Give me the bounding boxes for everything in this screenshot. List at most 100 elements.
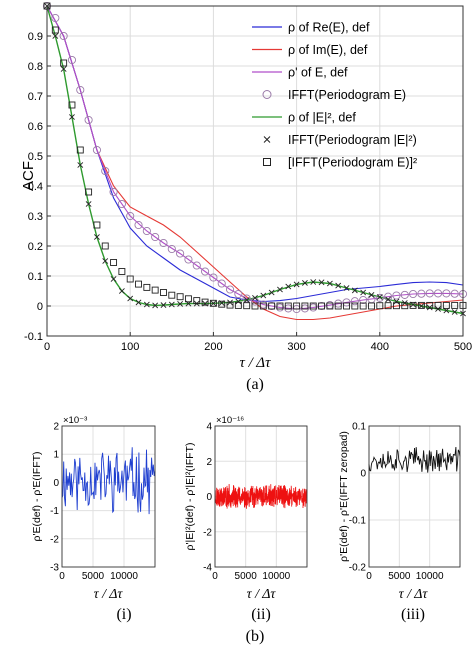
data-point-square xyxy=(334,302,342,310)
data-point-cross xyxy=(268,289,275,296)
panel-label-a: (a) xyxy=(246,376,264,393)
data-point-square xyxy=(251,302,259,310)
data-point-circle xyxy=(309,303,318,312)
data-point-cross xyxy=(202,300,208,307)
data-point-square xyxy=(442,301,450,309)
sub-y-axis-label: ρ'E(def) - ρ'E(IFFT zeropad) xyxy=(338,431,350,562)
data-point-cross xyxy=(77,162,84,168)
data-point-circle xyxy=(67,55,77,65)
data-point-circle xyxy=(300,304,309,313)
subplot-i: -3 -2 -1 0 1 2 0 5000 10000 ×10⁻³ ρ'E(def) - ρ'E(I… xyxy=(31,415,156,582)
series-line-abs2 xyxy=(46,5,464,315)
main-x-tick-label: 100 xyxy=(121,341,139,353)
data-point-cross xyxy=(177,300,184,307)
sub-y-tick-label: 4 xyxy=(206,422,212,433)
data-point-circle xyxy=(134,220,143,230)
data-point-square xyxy=(301,302,309,310)
data-point-circle xyxy=(433,289,443,298)
data-point-circle xyxy=(142,226,151,236)
data-point-square xyxy=(76,146,84,154)
data-point-circle xyxy=(117,199,126,209)
data-point-circle xyxy=(109,187,118,197)
data-point-square xyxy=(309,302,317,310)
data-point-circle xyxy=(242,294,251,303)
data-point-square xyxy=(451,301,459,309)
subplot-ii: -4 -2 0 2 4 0 5000 10000 ×10⁻¹⁶ ρ'|E|²(def) - ρ'|… xyxy=(184,415,308,582)
data-point-circle xyxy=(275,303,285,312)
data-point-square xyxy=(201,298,209,306)
data-point-cross xyxy=(210,300,217,307)
data-point-circle xyxy=(176,249,185,258)
sub-y-tick-label: 0 xyxy=(206,492,212,503)
data-point-cross xyxy=(69,114,75,120)
data-point-cross xyxy=(368,291,375,298)
legend-swatch-circles xyxy=(262,90,272,99)
data-point-square xyxy=(326,302,334,310)
data-point-circle xyxy=(151,232,160,242)
sub-y-tick-label: -0.2 xyxy=(349,563,367,574)
sub-x-tick-label: 0 xyxy=(59,571,65,582)
data-point-square xyxy=(110,259,118,266)
series-line-rhoPrime xyxy=(46,5,464,310)
sub-y-tick-label: -4 xyxy=(203,563,212,574)
main-y-tick-label: 0.4 xyxy=(28,181,43,193)
data-point-square xyxy=(376,302,384,310)
data-point-square xyxy=(318,302,326,310)
sub-x-tick-label: 5000 xyxy=(82,571,105,582)
data-point-circle xyxy=(59,31,68,41)
legend-label-re: ρ of Re(E), def xyxy=(288,21,370,35)
panel-label-iii: (iii) xyxy=(401,606,425,623)
data-point-cross xyxy=(193,300,200,307)
sub-y-tick-label: 2 xyxy=(53,422,59,433)
data-point-cross xyxy=(94,234,100,240)
data-point-circle xyxy=(184,255,193,264)
data-point-circle xyxy=(359,295,368,305)
data-point-circle xyxy=(92,145,101,155)
main-y-tick-label: 0 xyxy=(37,301,43,313)
data-point-square xyxy=(268,302,276,310)
main-x-tick-label: 500 xyxy=(454,341,472,353)
main-y-tick-label: 0.1 xyxy=(28,271,43,283)
data-point-cross xyxy=(60,66,67,72)
data-point-cross xyxy=(376,294,383,300)
main-y-tick-label: 0.2 xyxy=(28,241,43,253)
data-point-square xyxy=(168,291,176,299)
main-x-tick-label: 400 xyxy=(371,341,389,353)
sub-x-tick-label: 10000 xyxy=(416,571,444,582)
main-axes-frame xyxy=(46,5,464,337)
series-line-re xyxy=(46,5,464,303)
data-point-square xyxy=(409,301,417,309)
data-point-circle xyxy=(384,292,393,301)
panel-label-i: (i) xyxy=(116,606,131,623)
data-point-circle xyxy=(76,85,85,95)
data-point-square xyxy=(284,302,292,310)
data-point-square xyxy=(426,301,434,309)
data-point-circle xyxy=(209,273,218,282)
data-point-circle xyxy=(417,289,426,298)
main-x-tick-label: 200 xyxy=(204,341,222,353)
main-y-tick-label: 0.3 xyxy=(28,211,43,223)
data-point-cross xyxy=(426,304,433,311)
sub-x-tick-label: 0 xyxy=(366,571,372,582)
data-point-cross xyxy=(443,307,450,314)
data-point-circle xyxy=(425,289,434,298)
legend-label-abs2: ρ of |E|², def xyxy=(288,111,356,125)
data-point-square xyxy=(93,221,101,229)
sub-y-tick-label: -1 xyxy=(50,506,59,517)
data-point-cross xyxy=(435,306,441,312)
main-y-axis-label: ACF xyxy=(20,161,37,191)
data-point-circle xyxy=(392,291,401,300)
data-point-cross xyxy=(235,298,242,305)
sub-x-tick-label: 5000 xyxy=(235,571,258,582)
data-point-square xyxy=(151,286,159,294)
sub-trace-sub-ii xyxy=(214,483,308,509)
sub-y-tick-label: 0.1 xyxy=(352,422,366,433)
data-point-cross xyxy=(335,282,342,289)
main-y-tick-label: -0.1 xyxy=(24,331,43,343)
legend-label-circles: IFFT(Periodogram E) xyxy=(288,88,406,102)
sub-trace-sub-i xyxy=(61,447,156,515)
data-point-circle xyxy=(51,13,60,23)
data-point-cross xyxy=(135,299,142,306)
data-point-circle xyxy=(342,298,351,307)
